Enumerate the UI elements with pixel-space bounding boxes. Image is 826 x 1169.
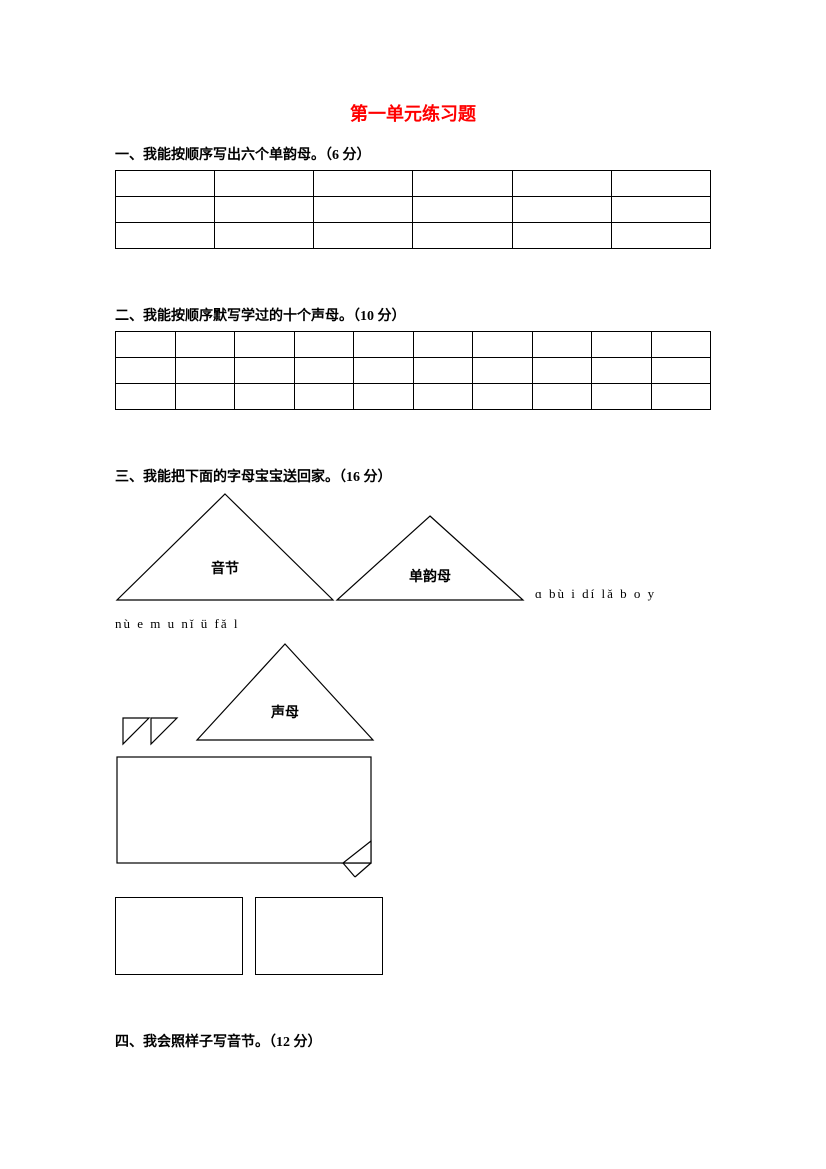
page-title: 第一单元练习题: [115, 100, 711, 126]
triangles-row: 音节 单韵母 ɑ bù i dí lǎ b o y: [115, 492, 711, 602]
grid-cell: [175, 332, 235, 358]
grid-cell: [651, 358, 711, 384]
double-boxes: [115, 897, 711, 975]
grid-cell: [116, 384, 176, 410]
grid-cell: [473, 384, 533, 410]
grid-cell: [235, 384, 295, 410]
grid-cell: [354, 384, 414, 410]
grid-cell: [413, 223, 512, 249]
grid-cell: [532, 332, 592, 358]
grid-cell: [235, 332, 295, 358]
grid-cell: [215, 171, 314, 197]
folded-rect: [115, 755, 711, 879]
grid-cell: [116, 358, 176, 384]
grid-cell: [592, 358, 652, 384]
grid-cell: [512, 171, 611, 197]
grid-cell: [651, 332, 711, 358]
pinyin-line2: nù e m u nǐ ü fǎ l: [115, 616, 711, 632]
grid-cell: [611, 171, 710, 197]
section4-heading: 四、我会照样子写音节。（12 分）: [115, 1031, 711, 1051]
grid-cell: [413, 197, 512, 223]
pinyin-tail: ɑ bù i dí lǎ b o y: [525, 586, 656, 602]
triangle2-shape: [335, 514, 525, 602]
grid-cell: [512, 223, 611, 249]
triangle3-area: 声母: [115, 640, 711, 755]
grid-cell: [215, 223, 314, 249]
triangle2-label: 单韵母: [335, 566, 525, 586]
triangle1-label: 音节: [115, 558, 335, 578]
grid-cell: [175, 358, 235, 384]
grid-cell: [294, 358, 354, 384]
grid-cell: [116, 197, 215, 223]
grid-cell: [532, 384, 592, 410]
grid-cell: [116, 332, 176, 358]
section1-heading: 一、我能按顺序写出六个单韵母。（6 分）: [115, 144, 711, 164]
grid-cell: [413, 171, 512, 197]
section2-grid: [115, 331, 711, 410]
section3-heading: 三、我能把下面的字母宝宝送回家。（16 分）: [115, 466, 711, 486]
grid-cell: [512, 197, 611, 223]
grid-cell: [294, 384, 354, 410]
grid-cell: [592, 332, 652, 358]
triangle3-label: 声母: [197, 702, 373, 722]
grid-cell: [294, 332, 354, 358]
grid-cell: [235, 358, 295, 384]
section1-grid: [115, 170, 711, 249]
grid-cell: [651, 384, 711, 410]
grid-cell: [611, 223, 710, 249]
grid-cell: [354, 358, 414, 384]
grid-cell: [175, 384, 235, 410]
triangle3-shape: [115, 640, 395, 755]
grid-cell: [314, 171, 413, 197]
section2-heading: 二、我能按顺序默写学过的十个声母。（10 分）: [115, 305, 711, 325]
grid-cell: [532, 358, 592, 384]
grid-cell: [354, 332, 414, 358]
grid-cell: [413, 332, 473, 358]
grid-cell: [314, 223, 413, 249]
grid-cell: [116, 223, 215, 249]
grid-cell: [592, 384, 652, 410]
box-right: [255, 897, 383, 975]
grid-cell: [215, 197, 314, 223]
grid-cell: [473, 358, 533, 384]
box-left: [115, 897, 243, 975]
grid-cell: [413, 358, 473, 384]
triangle1-shape: [115, 492, 335, 602]
grid-cell: [611, 197, 710, 223]
grid-cell: [413, 384, 473, 410]
grid-cell: [116, 171, 215, 197]
grid-cell: [473, 332, 533, 358]
grid-cell: [314, 197, 413, 223]
